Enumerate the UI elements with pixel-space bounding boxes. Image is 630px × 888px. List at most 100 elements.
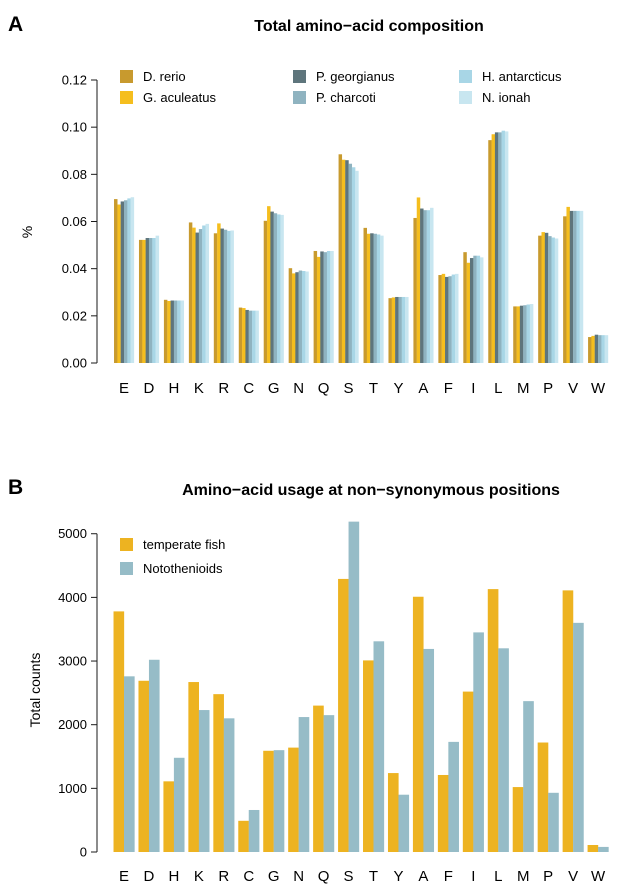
panel-a-bar <box>326 250 331 363</box>
panel-a-y-tick-label: 0.00 <box>62 356 87 371</box>
panel-a-bar <box>395 296 399 363</box>
panel-a-bar <box>376 234 381 363</box>
panel-a-y-tick-label: 0.10 <box>62 120 87 135</box>
panel-a-x-tick-label: L <box>494 380 502 397</box>
panel-a-bar <box>227 230 231 363</box>
panel-a-legend-swatch <box>120 91 133 104</box>
panel-a-y-tick-label: 0.12 <box>62 73 87 88</box>
panel-b-x-tick-label: Y <box>393 868 403 885</box>
panel-b-legend-swatch <box>120 562 133 575</box>
panel-a-bar <box>523 305 527 363</box>
panel-a-bar <box>138 239 143 363</box>
panel-a-bar <box>152 238 156 363</box>
panel-a-bar <box>504 131 509 363</box>
panel-a-bar <box>320 251 324 363</box>
panel-a-bar <box>420 208 424 363</box>
panel-b-y-axis-label: Total counts <box>27 653 43 728</box>
panel-b-bar <box>598 846 609 852</box>
panel-a-bar <box>516 306 521 363</box>
panel-b-bar <box>238 820 249 852</box>
panel-b-letter: B <box>8 476 23 499</box>
panel-b-x-tick-label: A <box>418 868 428 885</box>
panel-a-x-tick-label: M <box>517 380 530 397</box>
panel-a-y-tick-label: 0.08 <box>62 167 87 182</box>
panel-a-bar <box>544 232 549 363</box>
panel-a-bar <box>601 335 605 363</box>
panel-b-x-tick-label: F <box>444 868 453 885</box>
panel-b-bar <box>298 717 310 852</box>
panel-a-bar <box>338 154 343 363</box>
panel-a-x-tick-label: A <box>418 380 428 397</box>
panel-a-bar <box>491 134 496 363</box>
panel-a-bar <box>330 250 334 363</box>
panel-b-x-tick-label: C <box>243 868 254 885</box>
panel-a-x-tick-label: W <box>591 380 606 397</box>
panel-b-y-tick-label: 4000 <box>58 590 87 605</box>
panel-a-bar <box>130 197 135 363</box>
panel-a-bar <box>238 307 243 363</box>
panel-a-bar <box>423 210 427 363</box>
panel-a-bar <box>124 200 128 363</box>
panel-a-bar <box>341 159 346 363</box>
panel-a-bar <box>479 257 484 363</box>
panel-a-bar <box>598 335 602 363</box>
panel-a-bar <box>205 223 209 363</box>
panel-a-y-axis-label: % <box>19 226 35 238</box>
panel-a-bar <box>466 262 471 363</box>
panel-a-bar <box>588 337 592 363</box>
panel-b-bar <box>148 659 160 852</box>
panel-b-bar <box>338 578 349 852</box>
panel-a-bar <box>263 220 268 363</box>
panel-b-x-tick-label: N <box>293 868 304 885</box>
panel-b-bar <box>437 774 449 852</box>
panel-b-x-tick-label: W <box>591 868 606 885</box>
panel-a-legend-label: P. charcoti <box>316 90 376 105</box>
panel-a-bar <box>519 305 524 363</box>
panel-a-x-tick-label: H <box>168 380 179 397</box>
panel-a-bar <box>277 214 281 363</box>
panel-b-legend-swatch <box>120 538 133 551</box>
panel-a-bar <box>313 250 318 363</box>
panel-b-bar <box>487 589 499 852</box>
panel-a-x-tick-label: S <box>344 380 354 397</box>
panel-a-x-tick-label: E <box>119 380 129 397</box>
panel-a-bar <box>213 233 218 363</box>
panel-a-bar <box>301 271 306 363</box>
panel-b-bar <box>398 794 410 852</box>
panel-a-bar <box>127 198 131 363</box>
panel-a-bar <box>438 275 442 363</box>
panel-a-bar <box>538 235 542 363</box>
panel-a-bar <box>604 335 609 363</box>
panel-b-bar <box>273 750 285 852</box>
panel-b-bar <box>573 622 584 852</box>
panel-a-bar <box>148 238 153 363</box>
panel-a-bar <box>448 276 452 363</box>
panel-a-bar <box>488 140 492 363</box>
panel-a-bar <box>529 304 534 363</box>
panel-a-legend-swatch <box>120 70 133 83</box>
panel-a-bar <box>295 272 299 363</box>
panel-b-x-tick-label: L <box>494 868 502 885</box>
panel-a-bar <box>167 300 171 363</box>
panel-b-bar <box>462 691 474 852</box>
panel-a-bar <box>594 334 599 363</box>
panel-a-bar <box>398 296 402 363</box>
panel-b-x-tick-label: K <box>194 868 204 885</box>
panel-b-bar <box>323 715 335 852</box>
panel-a-x-tick-label: K <box>194 380 204 397</box>
panel-a-x-tick-label: D <box>144 380 155 397</box>
panel-a-legend-swatch <box>459 70 472 83</box>
panel-b-x-tick-label: V <box>568 868 578 885</box>
panel-b-y-tick-label: 5000 <box>58 526 87 541</box>
panel-a-bar <box>463 252 467 363</box>
panel-b-bar <box>373 641 385 852</box>
panel-a-bar <box>142 239 146 363</box>
panel-b-bar <box>387 773 399 852</box>
panel-a-bar <box>566 206 570 363</box>
panel-a-legend-label: N. ionah <box>482 90 530 105</box>
panel-b-x-tick-label: Q <box>318 868 330 885</box>
panel-b-x-tick-label: E <box>119 868 129 885</box>
panel-b-bar <box>473 632 484 852</box>
panel-b-legend-label: Notothenioids <box>143 561 223 576</box>
panel-a-bar <box>426 210 431 363</box>
